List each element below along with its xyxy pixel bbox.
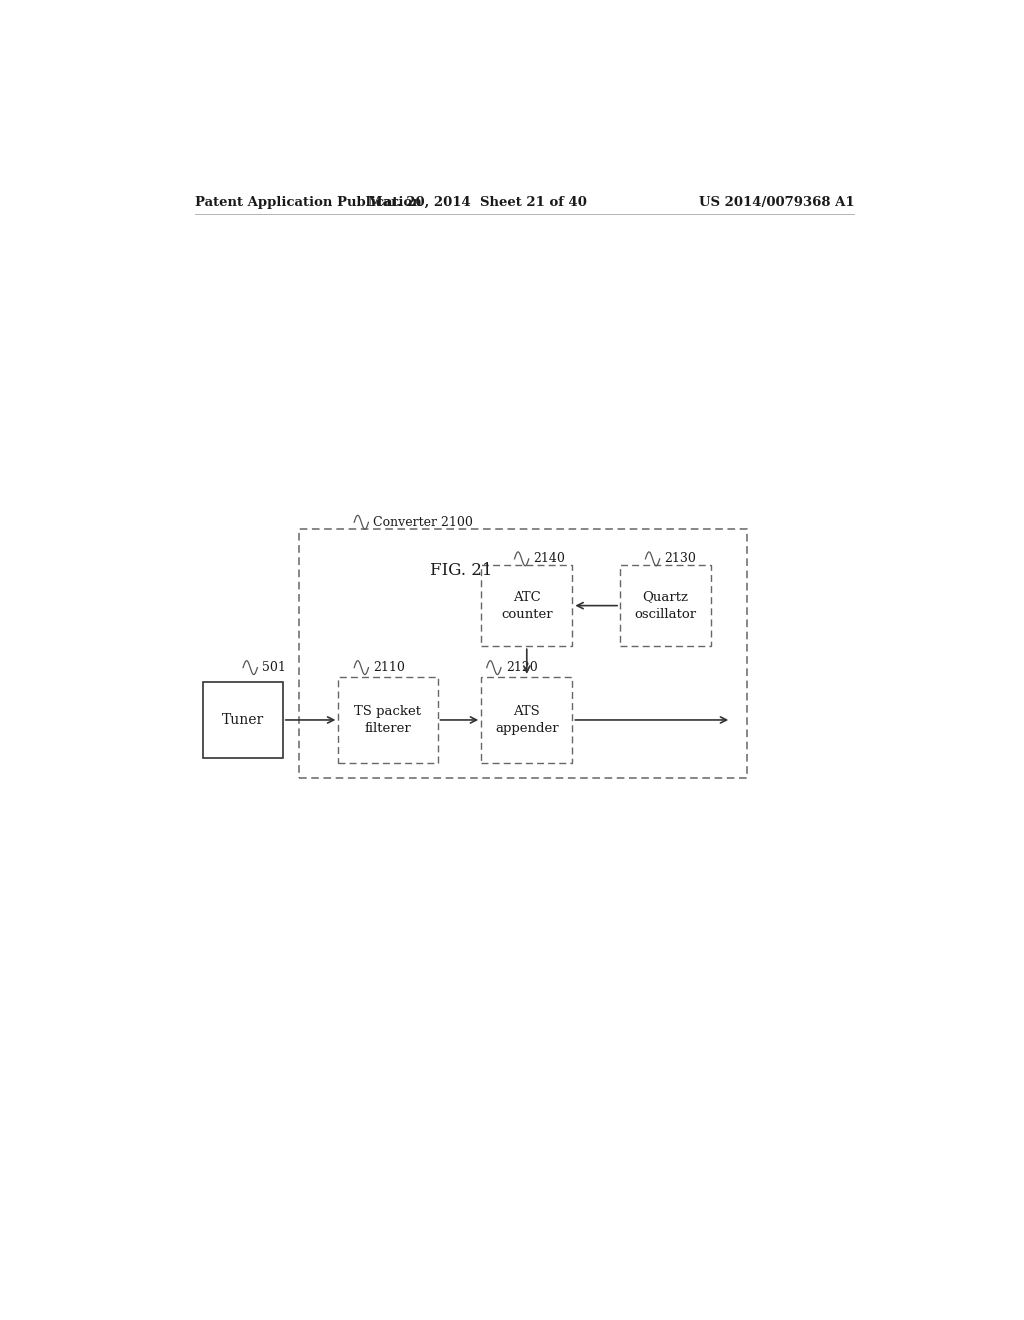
Text: Converter 2100: Converter 2100 xyxy=(373,516,473,529)
Bar xyxy=(299,529,748,779)
Text: ATC
counter: ATC counter xyxy=(501,590,553,620)
Bar xyxy=(620,565,712,647)
Text: US 2014/0079368 A1: US 2014/0079368 A1 xyxy=(698,195,854,209)
Bar xyxy=(338,677,437,763)
Bar xyxy=(204,682,283,758)
Text: ATS
appender: ATS appender xyxy=(495,705,559,735)
Text: 2130: 2130 xyxy=(665,552,696,565)
Text: 2140: 2140 xyxy=(534,552,565,565)
Text: Patent Application Publication: Patent Application Publication xyxy=(196,195,422,209)
Bar xyxy=(481,565,572,647)
Text: 2110: 2110 xyxy=(373,661,406,675)
Text: Quartz
oscillator: Quartz oscillator xyxy=(635,590,696,620)
Text: Mar. 20, 2014  Sheet 21 of 40: Mar. 20, 2014 Sheet 21 of 40 xyxy=(368,195,587,209)
Text: 501: 501 xyxy=(262,661,286,675)
Text: TS packet
filterer: TS packet filterer xyxy=(354,705,422,735)
Bar xyxy=(481,677,572,763)
Text: Tuner: Tuner xyxy=(222,713,264,727)
Text: FIG. 21: FIG. 21 xyxy=(430,561,493,578)
Text: 2120: 2120 xyxy=(506,661,538,675)
